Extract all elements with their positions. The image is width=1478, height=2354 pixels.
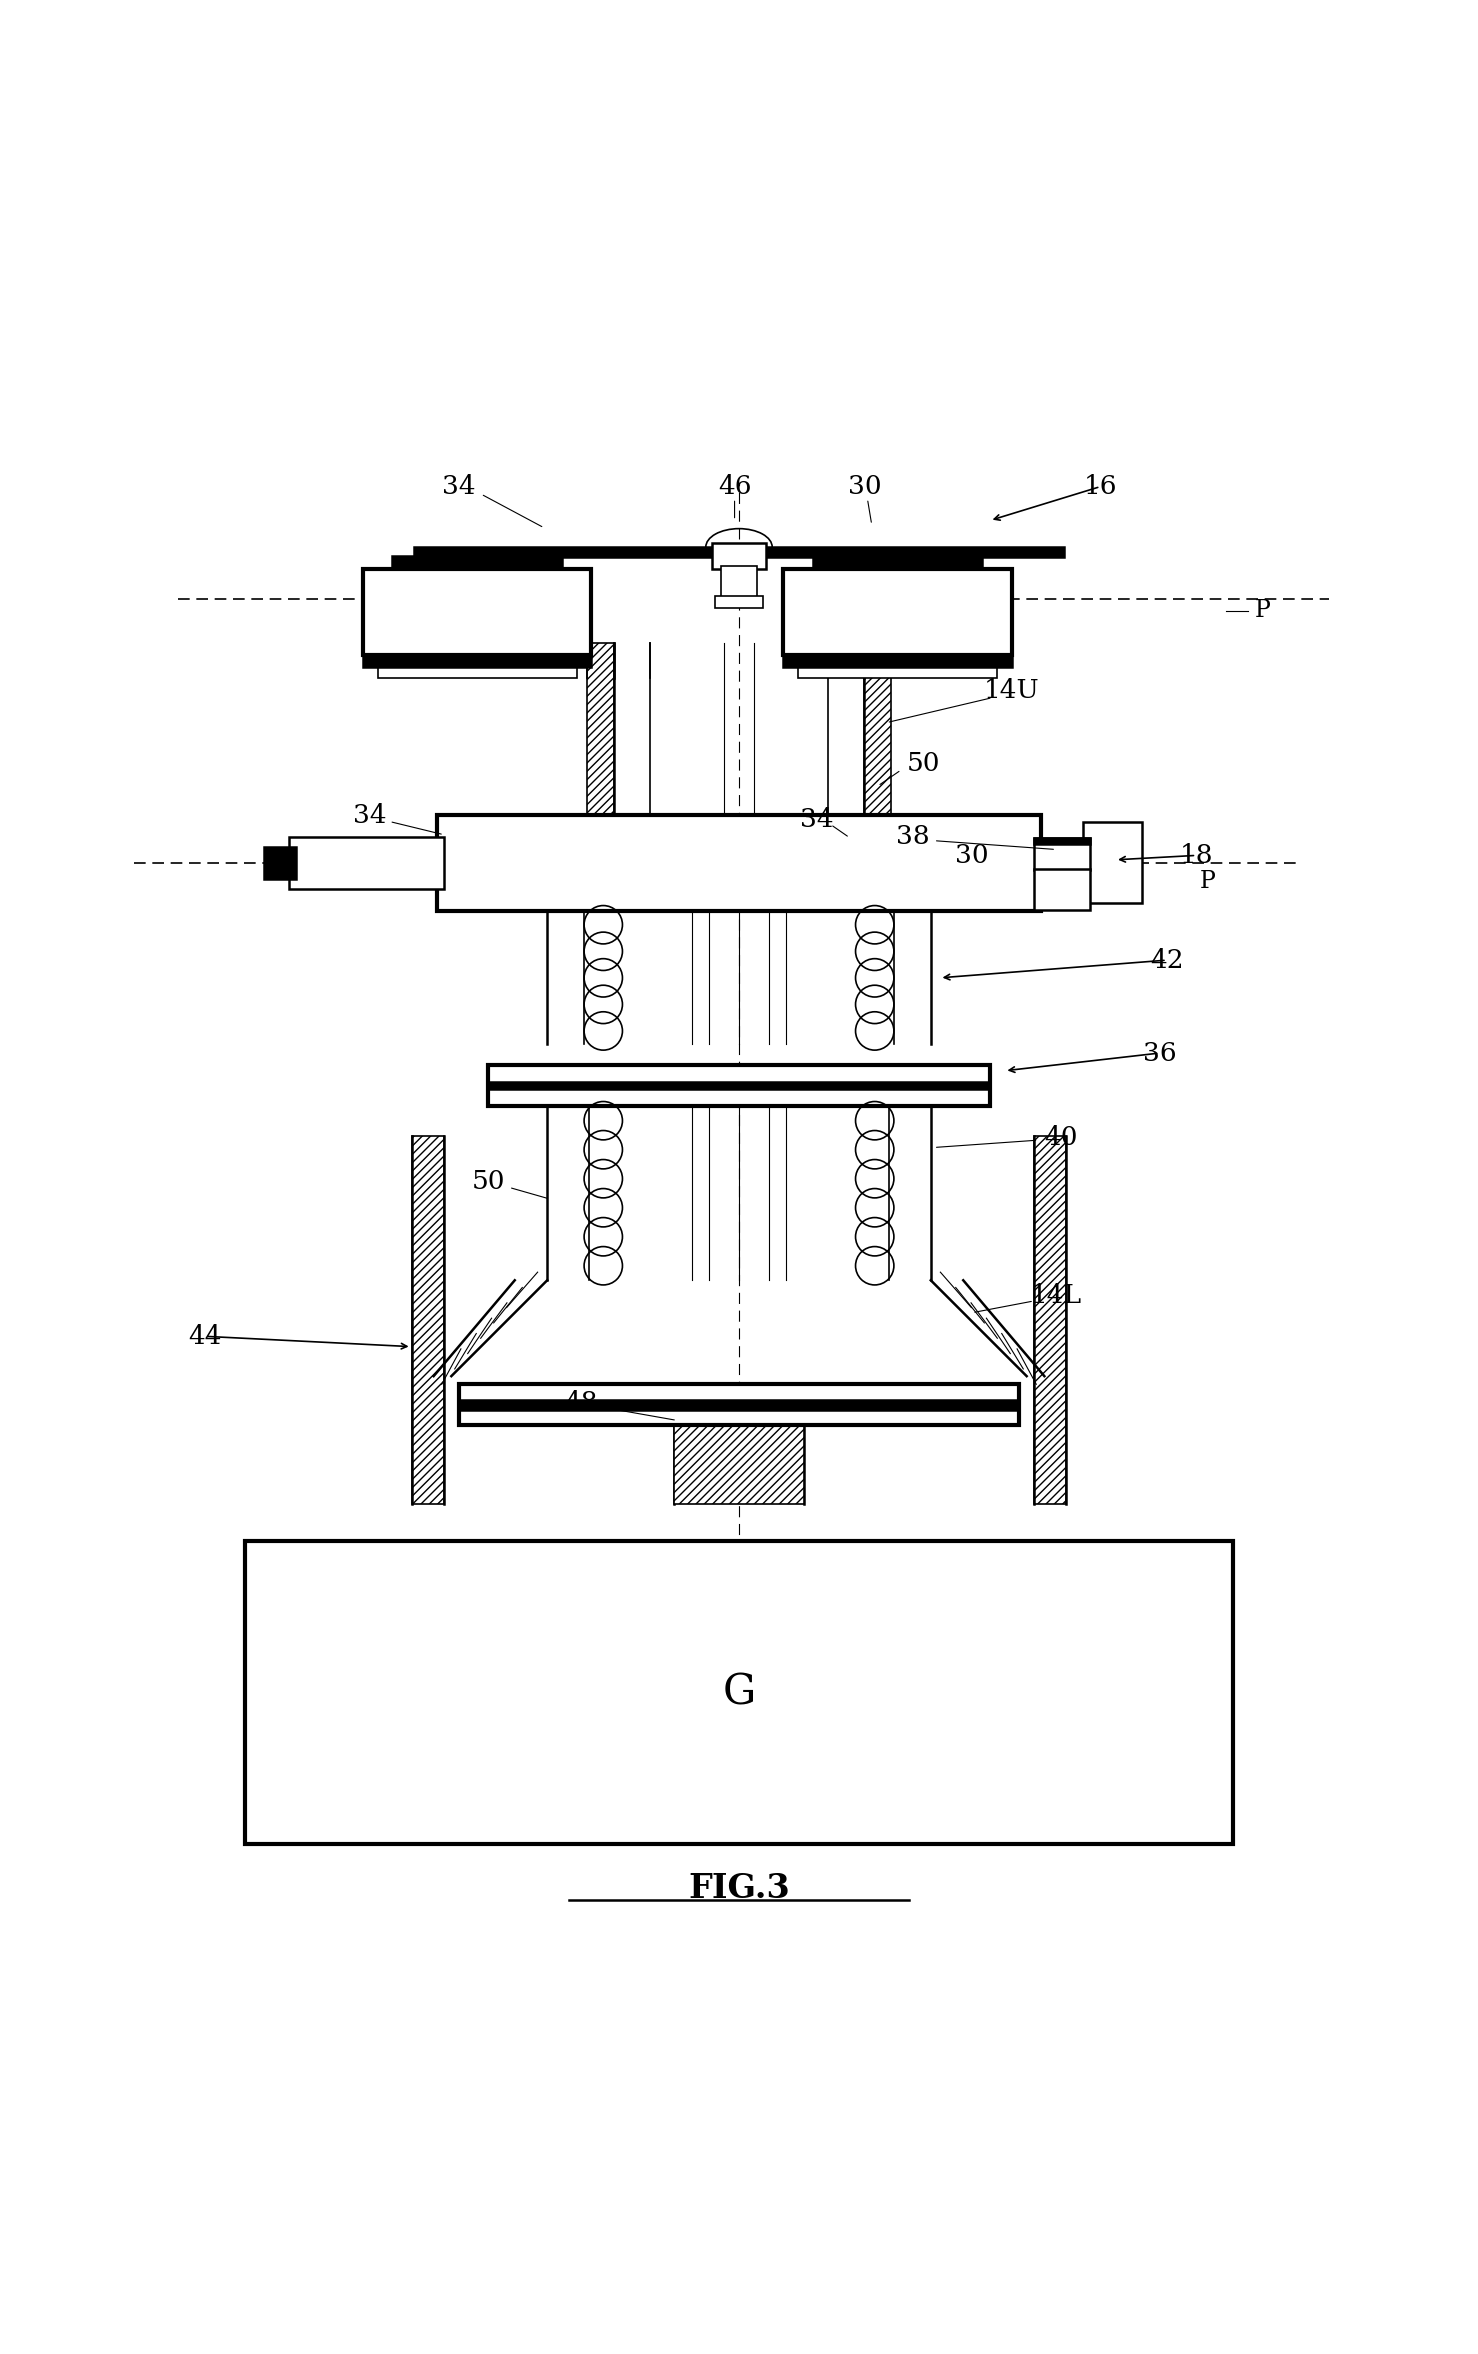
Bar — [1035, 1135, 1067, 1504]
Text: 34: 34 — [353, 803, 387, 829]
Bar — [245, 1542, 1233, 1843]
Text: 30: 30 — [955, 843, 989, 869]
Bar — [1035, 838, 1091, 871]
Bar — [488, 1064, 990, 1106]
Bar — [436, 814, 1042, 911]
Bar — [721, 567, 757, 598]
Text: G: G — [723, 1671, 755, 1714]
Bar — [265, 847, 297, 878]
Text: 50: 50 — [906, 751, 940, 777]
Bar — [488, 1083, 990, 1090]
Text: 42: 42 — [1150, 949, 1184, 972]
Bar — [783, 570, 1012, 654]
Bar — [1083, 822, 1141, 904]
Bar — [674, 1424, 804, 1504]
Bar — [712, 544, 766, 570]
Bar — [1035, 838, 1091, 843]
Bar — [362, 570, 591, 654]
Bar — [715, 596, 763, 607]
Bar — [1035, 869, 1091, 911]
Text: 30: 30 — [847, 473, 881, 499]
Bar — [458, 1401, 1020, 1410]
Text: 34: 34 — [442, 473, 476, 499]
Text: 48: 48 — [565, 1391, 599, 1415]
Text: P: P — [1200, 871, 1216, 895]
Text: 34: 34 — [801, 807, 834, 833]
Text: 38: 38 — [896, 824, 930, 850]
Bar — [290, 838, 443, 887]
Text: 40: 40 — [1043, 1125, 1077, 1149]
Text: 50: 50 — [471, 1170, 505, 1193]
Bar — [362, 654, 591, 666]
Bar — [377, 666, 576, 678]
Text: 14L: 14L — [1030, 1283, 1082, 1306]
Text: 16: 16 — [1083, 473, 1117, 499]
Bar — [798, 666, 998, 678]
Bar — [411, 1135, 443, 1504]
Text: 18: 18 — [1179, 843, 1213, 869]
Bar — [865, 643, 891, 852]
Text: 44: 44 — [188, 1323, 222, 1349]
Text: 14U: 14U — [984, 678, 1039, 704]
Text: FIG.3: FIG.3 — [689, 1871, 789, 1904]
Bar — [414, 546, 1064, 558]
Text: 36: 36 — [1142, 1040, 1176, 1066]
Bar — [587, 643, 613, 852]
Bar — [783, 654, 1012, 666]
Text: P: P — [1255, 598, 1271, 621]
Bar — [813, 556, 983, 570]
Bar — [392, 556, 562, 570]
Text: 46: 46 — [718, 473, 751, 499]
Bar — [458, 1384, 1020, 1424]
